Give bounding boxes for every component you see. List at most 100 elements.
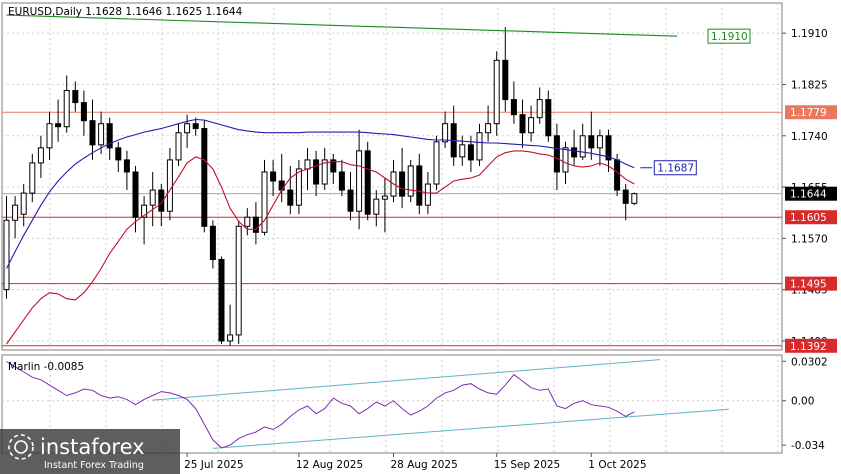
candle (12, 196, 19, 239)
candle (356, 129, 363, 230)
bullish-candle-body (295, 168, 302, 206)
bullish-candle-body (235, 225, 242, 336)
date-tick-label: 28 Aug 2025 (391, 459, 458, 471)
bearish-candle-body (399, 171, 406, 197)
bullish-candle-body (3, 219, 10, 291)
watermark-brand: instaforex (40, 435, 145, 459)
bullish-candle-body (356, 150, 363, 212)
level-label: 1.1605 (790, 212, 827, 224)
watermark-tagline: Instant Forex Trading (44, 460, 144, 471)
candle (115, 141, 122, 172)
indicator-tick-label: 0.0302 (791, 356, 828, 368)
ma-label-box (653, 160, 697, 176)
bullish-candle-body (407, 165, 414, 197)
bearish-candle-body (201, 128, 208, 227)
candle (631, 192, 638, 206)
candle (373, 190, 380, 227)
bearish-candle-body (123, 159, 130, 173)
bullish-candle-body (184, 123, 191, 134)
candle (201, 120, 208, 233)
candle (313, 150, 320, 197)
bullish-candle-body (579, 135, 586, 158)
watermark: instaforex Instant Forex Trading (0, 429, 180, 474)
candle (252, 202, 259, 245)
bearish-candle-body (72, 90, 79, 104)
bullish-candle-body (175, 132, 182, 161)
price-grid (2, 3, 782, 350)
bearish-candle-body (605, 135, 612, 161)
bullish-candle-body (244, 216, 251, 227)
bullish-candle-body (381, 195, 388, 200)
candle (596, 129, 603, 166)
candle (3, 196, 10, 299)
bearish-candle-body (467, 144, 474, 161)
bullish-candle-body (321, 159, 328, 185)
bearish-candle-body (614, 159, 621, 191)
price-tick-label: 1.1825 (791, 79, 828, 91)
bullish-candle-body (37, 147, 44, 164)
indicator-title: Marlin -0.0085 (8, 361, 84, 373)
indicator-tick-label: -0.034 (791, 440, 825, 452)
bullish-candle-body (304, 159, 311, 170)
candle (622, 184, 629, 221)
candle (605, 129, 612, 172)
bullish-candle-body (261, 171, 268, 233)
chart-header: EURUSD,Daily 1.1628 1.1646 1.1625 1.1644 (8, 6, 243, 18)
candle (46, 111, 53, 160)
bearish-candle-body (278, 180, 285, 191)
bullish-candle-body (166, 159, 173, 212)
candle (55, 99, 62, 142)
candle (553, 123, 560, 191)
bearish-candle-body (622, 189, 629, 204)
candle (528, 105, 535, 142)
candle (235, 220, 242, 344)
indicator-tick-label: 0.00 (791, 396, 814, 408)
bearish-candle-body (192, 123, 199, 130)
bearish-candle-body (510, 99, 517, 116)
bullish-candle-body (63, 90, 70, 128)
bullish-candle-body (12, 204, 19, 221)
candle (20, 184, 27, 227)
instaforex-logo-icon (8, 434, 34, 460)
bullish-candle-body (227, 334, 234, 342)
bearish-candle-body (519, 114, 526, 134)
date-tick-label: 25 Jul 2025 (184, 459, 243, 471)
bearish-candle-body (218, 258, 225, 342)
bearish-candle-body (158, 189, 165, 212)
channel-line (212, 408, 729, 449)
candle (510, 81, 517, 124)
candle (338, 159, 345, 197)
candle (485, 105, 492, 142)
candle (98, 111, 105, 154)
bullish-candle-body (536, 99, 543, 119)
bearish-candle-body (106, 123, 113, 149)
candle (407, 159, 414, 203)
bullish-candle-body (98, 123, 105, 146)
candle (416, 153, 423, 215)
level-label-background (785, 210, 837, 225)
bearish-candle-body (313, 159, 320, 185)
watermark-background (0, 429, 180, 474)
candle (37, 135, 44, 179)
bullish-candle-body (433, 141, 440, 185)
candle (519, 99, 526, 148)
candle (218, 256, 225, 344)
candle (72, 81, 79, 112)
level-label-background (785, 338, 837, 353)
indicator-channel-lines (152, 359, 729, 449)
candle (192, 117, 199, 136)
candle (149, 171, 156, 227)
candle (227, 304, 234, 346)
bullish-candle-body (424, 183, 431, 206)
bearish-candle-body (588, 135, 595, 149)
horizontal-levels (2, 111, 782, 347)
date-tick-label: 1 Oct 2025 (588, 459, 646, 471)
bearish-candle-body (330, 159, 337, 173)
bearish-candle-body (80, 102, 87, 122)
price-tick-label: 1.1910 (791, 28, 828, 40)
candle (381, 178, 388, 233)
bearish-candle-body (347, 189, 354, 212)
bullish-candle-body (493, 59, 500, 125)
bearish-candle-body (132, 171, 139, 218)
candle (80, 90, 87, 136)
